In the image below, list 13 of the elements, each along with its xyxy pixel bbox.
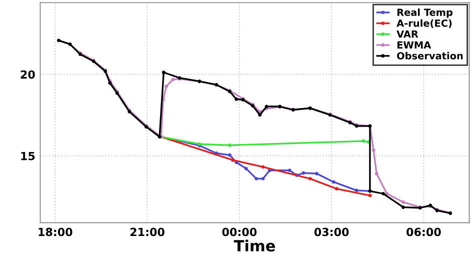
legend-label: EWMA bbox=[397, 41, 432, 48]
legend-label: Real Temp bbox=[397, 8, 452, 18]
x-tick-label: 06:00 bbox=[406, 228, 441, 236]
x-axis-title: Time bbox=[234, 240, 276, 252]
x-tick-label: 18:00 bbox=[38, 228, 72, 236]
y-tick-label: 20 bbox=[20, 70, 35, 79]
x-tick-label: 00:00 bbox=[222, 228, 257, 236]
x-tick-label: 21:00 bbox=[130, 228, 164, 236]
x-tick-label: 03:00 bbox=[314, 228, 349, 236]
y-tick-label: 15 bbox=[21, 152, 35, 160]
legend-label: VAR bbox=[396, 30, 418, 38]
legend-label: Observation bbox=[397, 52, 463, 60]
legend-label: A-rule(EC) bbox=[396, 19, 452, 28]
